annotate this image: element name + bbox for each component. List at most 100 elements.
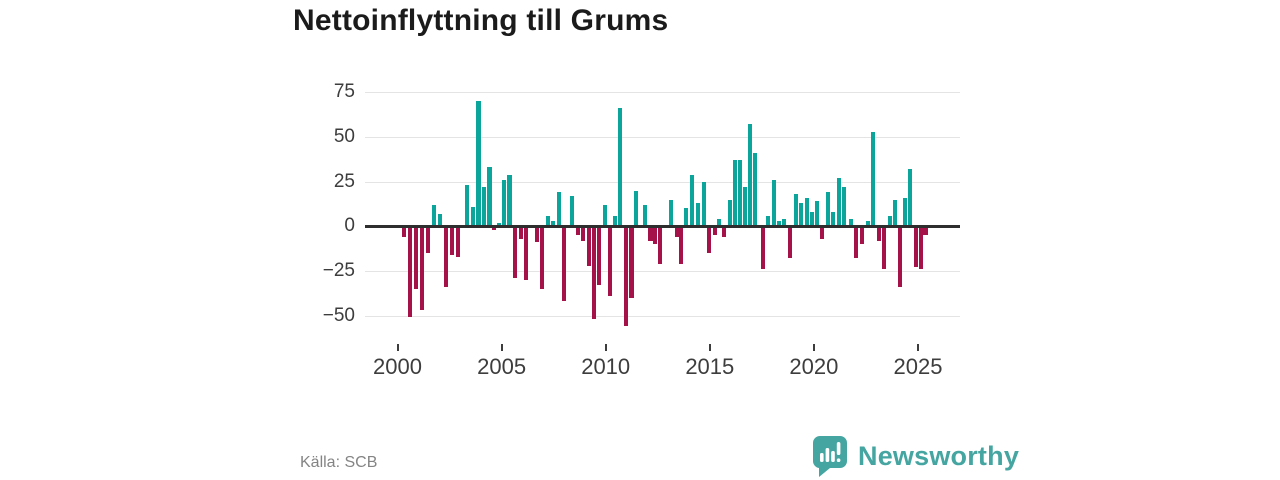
- bar-2000.31: [401, 226, 407, 237]
- bar-2021.21: [837, 178, 842, 227]
- bar-2025.36: [923, 226, 928, 236]
- bar-2009.44: [591, 226, 597, 320]
- bar-2022.02: [853, 226, 859, 259]
- bar-2011.24: [629, 226, 634, 298]
- bar-2004.88: [497, 222, 502, 227]
- bar-2000.89: [413, 226, 419, 289]
- bar-2009.68: [596, 226, 602, 286]
- bar-2021.78: [848, 219, 854, 227]
- bar-2007.47: [550, 220, 556, 227]
- bar-2003.34: [464, 185, 470, 227]
- bar-2009.97: [603, 204, 608, 227]
- bar-2006.94: [539, 226, 545, 289]
- bar-2004.64: [492, 226, 497, 230]
- bar-2017.17: [752, 153, 758, 227]
- bar-2005.12: [502, 179, 507, 227]
- y-axis-label--50: −50: [322, 304, 355, 326]
- bar-2015.68: [721, 226, 727, 237]
- bar-2019.38: [798, 203, 804, 227]
- bar-2002.33: [443, 226, 449, 288]
- bar-2003.63: [471, 206, 476, 227]
- bar-2024.62: [908, 169, 913, 227]
- y-axis-label-0: 0: [344, 215, 355, 237]
- bar-2008.91: [580, 226, 586, 241]
- bar-2011.46: [634, 190, 639, 227]
- gridline--25: [365, 271, 960, 272]
- bar-2021.45: [842, 187, 847, 227]
- bar-2012.61: [657, 226, 663, 264]
- bar-2024.38: [903, 197, 908, 227]
- gridline-50: [365, 137, 960, 138]
- bar-2010.69: [618, 108, 623, 227]
- bar-2007.76: [557, 192, 562, 227]
- bar-2024.14: [898, 226, 903, 288]
- bar-2013.14: [669, 199, 674, 227]
- x-axis-tick-2015: [708, 344, 711, 351]
- y-axis-label-25: 25: [333, 170, 355, 192]
- bar-2019.89: [809, 212, 814, 227]
- x-axis-label-2000: 2000: [373, 354, 422, 379]
- bar-2022.84: [870, 131, 876, 227]
- bar-chart-plot-area: 75 50 25 0 −25 −50 2000 2005 2010 2015 2020 2025: [322, 81, 960, 379]
- bar-2011.89: [642, 204, 648, 227]
- bar-2013.43: [675, 226, 680, 237]
- bar-2023.66: [888, 215, 893, 227]
- bar-2013.86: [684, 208, 689, 227]
- bar-2018.85: [787, 226, 793, 259]
- bar-2010.98: [624, 226, 629, 327]
- newsworthy-logo[interactable]: Newsworthy: [812, 436, 1020, 480]
- bar-2014.44: [696, 203, 701, 227]
- gridline-25: [365, 181, 960, 183]
- bar-2015.95: [727, 199, 732, 227]
- bar-2005.38: [507, 174, 512, 227]
- newsworthy-logo-text: Newsworthy: [858, 441, 1020, 471]
- bar-2006.17: [523, 226, 529, 280]
- bar-2022.6: [865, 220, 871, 227]
- bar-2023.13: [877, 226, 882, 241]
- x-axis-label-2005: 2005: [477, 354, 527, 379]
- bar-2016.19: [732, 160, 737, 227]
- x-axis-tick-2020: [812, 344, 815, 351]
- x-axis-tick-2025: [917, 344, 919, 351]
- bar-2001.18: [420, 226, 425, 311]
- bar-2018.09: [772, 179, 777, 227]
- bar-2019.65: [804, 197, 809, 227]
- bar-2001.46: [425, 226, 430, 254]
- x-axis-tick-2010: [604, 344, 607, 351]
- bar-2004.42: [487, 167, 492, 227]
- bar-2014.15: [690, 174, 695, 227]
- x-axis-label-2010: 2010: [581, 354, 631, 379]
- x-axis-label-2020: 2020: [789, 354, 839, 379]
- bar-2022.31: [859, 226, 865, 245]
- bar-2010.21: [608, 226, 613, 296]
- x-axis-label-2015: 2015: [685, 354, 735, 379]
- bar-2016.45: [737, 160, 743, 227]
- bar-2002.91: [456, 226, 461, 257]
- bar-2008: [562, 226, 567, 302]
- bar-2014.96: [706, 226, 712, 254]
- bar-2000.6: [407, 226, 413, 318]
- bar-2018.33: [777, 220, 782, 227]
- bar-2015.23: [712, 226, 717, 236]
- x-axis-label-2025: 2025: [893, 354, 943, 379]
- bar-2020.68: [826, 192, 831, 227]
- bar-2003.89: [476, 101, 481, 227]
- bar-2013.62: [679, 226, 684, 264]
- gridline--50: [365, 315, 960, 317]
- bar-2007.23: [545, 215, 551, 227]
- x-axis-tick-2000: [396, 344, 399, 351]
- bar-2017.8: [766, 215, 771, 227]
- x-axis-tick-2005: [500, 344, 503, 351]
- bar-2015.44: [716, 219, 722, 227]
- y-axis-label-50: 50: [333, 125, 355, 147]
- bar-2002.04: [437, 213, 443, 227]
- bar-2023.37: [882, 226, 887, 270]
- bar-2017.56: [761, 226, 766, 270]
- bar-2004.15: [481, 187, 486, 227]
- newsworthy-logo-icon: [812, 436, 847, 480]
- source-label: Källa: SCB: [300, 454, 378, 471]
- bar-2019.12: [793, 194, 798, 227]
- bar-2025.15: [919, 226, 924, 270]
- gridline-75: [365, 92, 960, 94]
